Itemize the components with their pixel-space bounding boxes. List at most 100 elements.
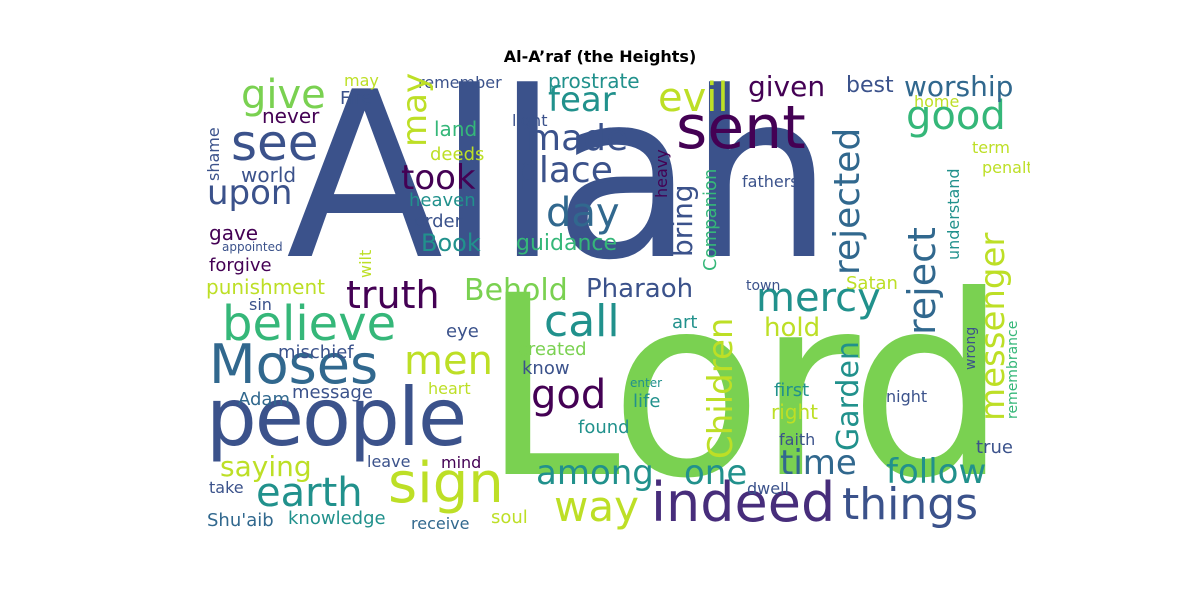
word-leave: leave xyxy=(367,452,411,471)
word-companion: Companion xyxy=(700,168,721,271)
word-fathers: home xyxy=(914,92,960,111)
word-given: given xyxy=(748,73,826,103)
word-bring: bring xyxy=(666,184,699,257)
word-know: know xyxy=(522,358,570,379)
word-children: Children xyxy=(701,317,741,459)
word-believe: believe xyxy=(222,296,397,352)
word-fear: fear xyxy=(548,80,616,120)
word-among: among xyxy=(536,453,654,493)
word-fire: Fire xyxy=(340,88,373,109)
word-sent: sent xyxy=(676,93,806,163)
word-forgive: forgive xyxy=(209,255,272,276)
word-world: world xyxy=(241,163,297,187)
word-give: give xyxy=(241,73,326,118)
word-people: people xyxy=(206,371,467,464)
word-saying: saying xyxy=(220,450,312,483)
word-time: time xyxy=(780,443,857,483)
word-mercy: mercy xyxy=(756,275,881,321)
word-art: art xyxy=(672,312,698,333)
word-follow: follow xyxy=(886,452,987,492)
word-heaven: heaven xyxy=(409,190,476,211)
word-soul: soul xyxy=(491,507,528,528)
word-gave: gave xyxy=(209,221,259,245)
word-true: true xyxy=(976,437,1013,458)
word-mind: mind xyxy=(441,453,482,472)
word-first: first xyxy=(774,380,810,401)
word-wrong: wrong xyxy=(963,326,979,370)
word-righteous: shame xyxy=(206,127,223,181)
word-home: term xyxy=(972,138,1010,157)
word-earth: earth xyxy=(256,470,363,516)
word-eye: eye xyxy=(446,321,479,342)
word-see: see xyxy=(231,114,319,172)
word-men: men xyxy=(404,338,493,384)
word-things: things xyxy=(842,479,979,530)
word-sign: sign xyxy=(388,451,504,516)
word-take: take xyxy=(209,478,244,497)
word-worship: worship xyxy=(904,73,1014,103)
word-may: may xyxy=(395,73,435,147)
word-punishment: punishment xyxy=(206,275,326,299)
word-god: god xyxy=(531,372,607,418)
word-appointed: appointed xyxy=(222,240,283,254)
word-guidance: guidance xyxy=(516,231,618,256)
word-best: best xyxy=(846,73,894,98)
word-found: found xyxy=(578,417,630,438)
word-one: one xyxy=(684,453,748,493)
word-town: Satan xyxy=(846,273,898,294)
word-wilt: wilt xyxy=(356,249,375,278)
word-hold: hold xyxy=(764,313,821,343)
word-garden: Garden xyxy=(831,341,866,451)
word-moses: Moses xyxy=(209,333,379,396)
word-deeds: deeds xyxy=(430,144,485,165)
word-upon: upon xyxy=(207,173,293,213)
word-evil: evil xyxy=(658,75,729,121)
word-remembrance: remembrance xyxy=(1005,320,1021,419)
word-life: life xyxy=(633,391,661,412)
word-took: took xyxy=(401,158,476,198)
word-created: created xyxy=(518,339,587,360)
word-faith: faith xyxy=(779,430,816,449)
word-remember: remember xyxy=(418,73,502,92)
word-behold: Behold xyxy=(464,273,568,308)
word-shame: may xyxy=(344,73,379,90)
word-allah: Allah xyxy=(286,73,834,311)
word-dwell: dwell xyxy=(747,479,789,498)
word-made: made xyxy=(526,118,629,159)
word-term: penalty xyxy=(982,158,1030,177)
word-light: light xyxy=(512,111,548,130)
word-indeed: indeed xyxy=(651,471,836,534)
word-right: right xyxy=(771,400,818,424)
word-day: day xyxy=(546,190,620,236)
figure-title: Al-A’raf (the Heights) xyxy=(503,47,697,66)
word-pharaoh: Pharaoh xyxy=(586,274,694,304)
word-adam: Adam xyxy=(238,389,290,410)
word-message: message xyxy=(292,382,373,403)
word-book: Book xyxy=(421,229,481,257)
word-shuaib: Shu'aib xyxy=(207,510,274,531)
word-enter: enter xyxy=(630,376,663,390)
word-cloud: Allah Lord people sent indeed Moses sign… xyxy=(206,73,1030,542)
word-way: way xyxy=(554,482,639,531)
word-place: place xyxy=(516,150,613,191)
word-truth: truth xyxy=(346,273,440,317)
word-good: good xyxy=(906,93,1006,139)
word-heavy: fathers xyxy=(742,172,799,191)
word-call: call xyxy=(544,296,620,347)
word-lord: Lord xyxy=(481,242,1008,533)
word-nothing: heavy xyxy=(652,149,671,198)
word-receive: receive xyxy=(411,514,470,533)
word-order: order xyxy=(414,211,462,232)
word-mischief: mischief xyxy=(278,342,354,363)
word-night: night xyxy=(886,387,928,406)
word-reject: reject xyxy=(900,227,944,335)
word-prostrate: prostrate xyxy=(548,73,640,93)
word-rejected: rejected xyxy=(827,127,868,275)
word-heart: heart xyxy=(428,379,471,398)
word-sin: sin xyxy=(249,295,272,314)
word-understand: town xyxy=(746,278,781,294)
word-penalty: understand xyxy=(944,168,963,260)
word-land: land xyxy=(434,117,478,141)
word-never: never xyxy=(262,104,320,128)
